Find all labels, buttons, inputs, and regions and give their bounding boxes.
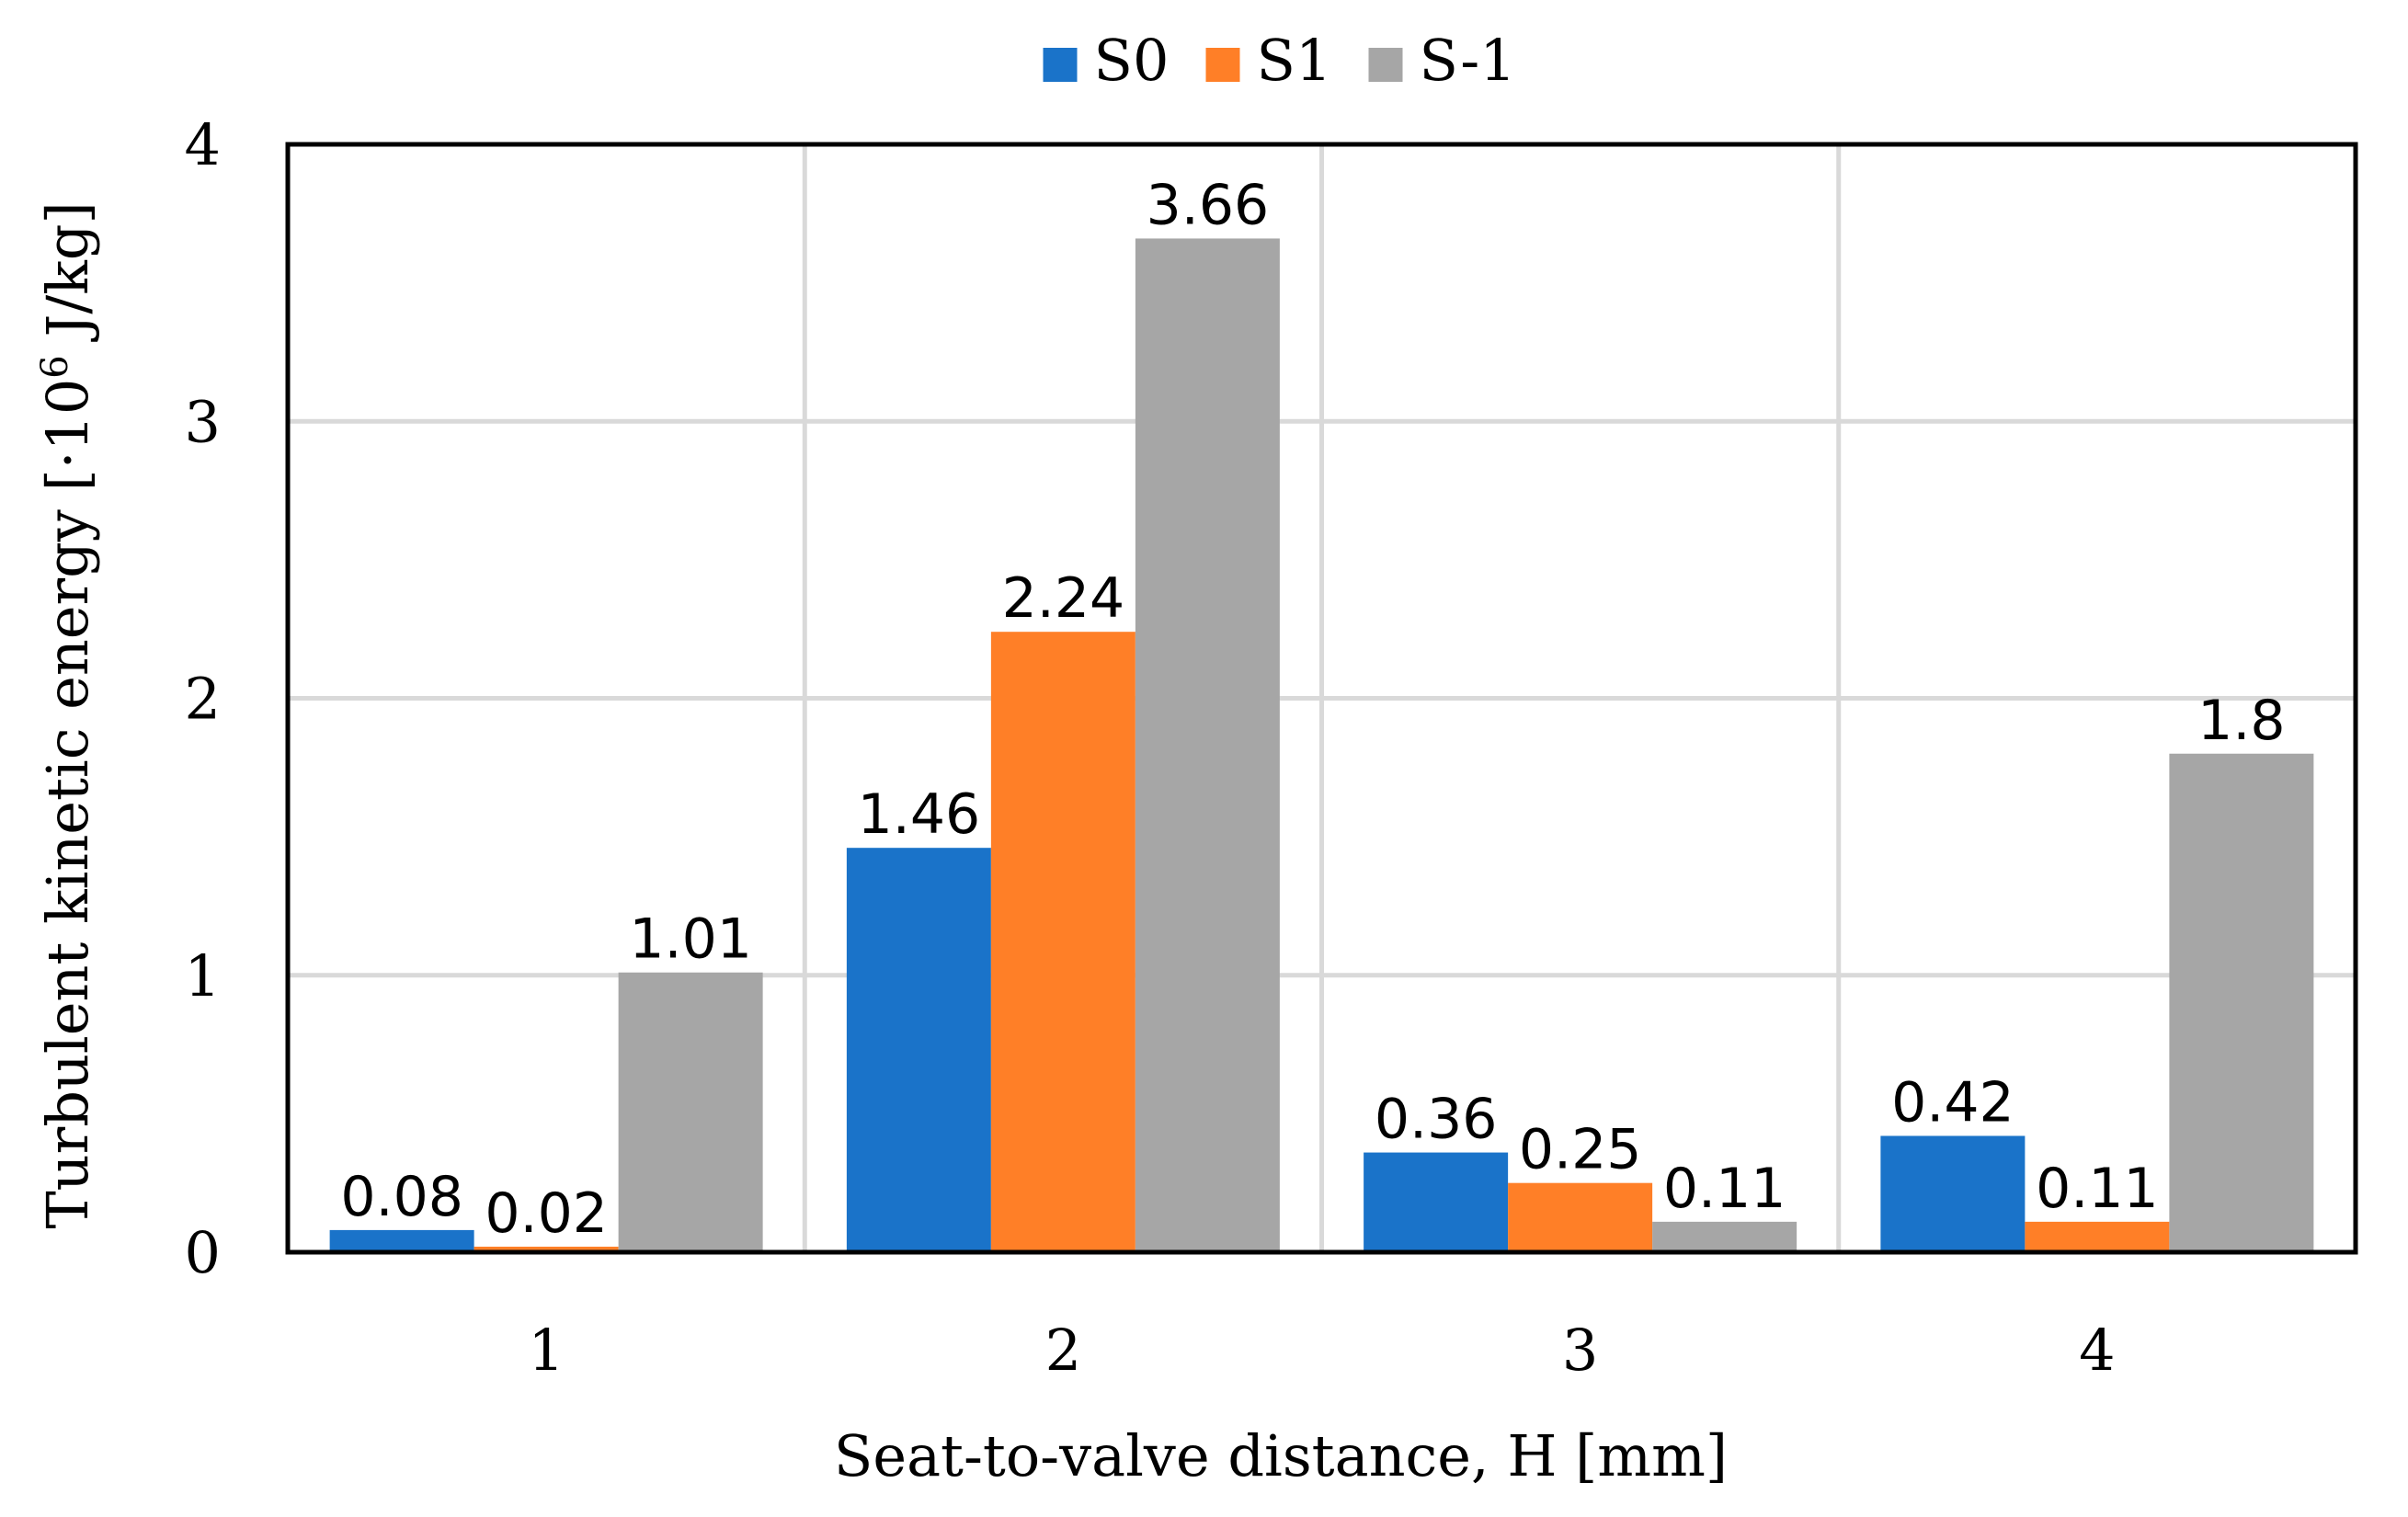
bar-s-1-h3 <box>1652 1221 1797 1252</box>
bar-s-1-h2 <box>1135 238 1280 1252</box>
grid-lines <box>288 144 2356 1252</box>
y-tick-label: 3 <box>185 388 221 455</box>
bars <box>329 238 2314 1252</box>
bar-s-1-h4 <box>2169 753 2314 1252</box>
data-labels: 0.08 0.02 1.01 1.46 2.24 3.66 0.36 0.25 0.11 0.42… <box>340 173 2285 1246</box>
y-tick-label: 1 <box>185 942 221 1009</box>
legend[interactable]: S0 S1 S-1 <box>1043 27 1516 94</box>
legend-label: S-1 <box>1420 27 1516 94</box>
legend-item-s0[interactable]: S0 <box>1043 27 1170 94</box>
data-label-s1-h4: 0.11 <box>2036 1157 2159 1221</box>
data-label-s1-h1: 0.02 <box>485 1181 608 1246</box>
legend-label: S1 <box>1257 27 1332 94</box>
bar-s0-h2 <box>846 848 991 1252</box>
legend-swatch <box>1205 48 1240 82</box>
bar-s-1-h1 <box>618 972 763 1252</box>
x-tick-label: 4 <box>2079 1317 2115 1384</box>
legend-item-s1[interactable]: S1 <box>1205 27 1332 94</box>
bar-s0-h3 <box>1364 1152 1509 1252</box>
data-label-s-1-h3: 0.11 <box>1663 1157 1786 1221</box>
plot-frame <box>285 142 2358 1255</box>
x-tick-label: 2 <box>1045 1317 1081 1384</box>
legend-swatch <box>1043 48 1078 82</box>
bar-s1-h3 <box>1508 1182 1653 1252</box>
data-label-s1-h3: 0.25 <box>1519 1118 1642 1182</box>
x-axis-label: Seat-to-valve distance, H [mm] <box>834 1422 1728 1489</box>
bar-s1-h4 <box>2025 1221 2170 1252</box>
data-label-s-1-h2: 3.66 <box>1147 173 1270 237</box>
data-label-s-1-h4: 1.8 <box>2197 689 2285 753</box>
data-label-s1-h2: 2.24 <box>1002 566 1125 631</box>
data-label-s-1-h1: 1.01 <box>629 907 752 972</box>
legend-item-s-1[interactable]: S-1 <box>1368 27 1516 94</box>
bar-s0-h1 <box>329 1229 474 1252</box>
legend-label: S0 <box>1094 27 1170 94</box>
bar-s1-h2 <box>990 632 1136 1252</box>
legend-swatch <box>1368 48 1403 82</box>
data-label-s0-h1: 0.08 <box>340 1165 463 1229</box>
x-axis-ticks: 1 2 3 4 <box>528 1317 2115 1384</box>
y-axis-label: Turbulent kinetic energy [·106 J/kg] <box>34 201 101 1228</box>
x-tick-label: 3 <box>1562 1317 1598 1384</box>
data-label-s0-h4: 0.42 <box>1891 1070 2014 1135</box>
y-axis-ticks: 0 1 2 3 4 <box>185 111 221 1286</box>
y-tick-label: 4 <box>185 111 221 178</box>
bar-s1-h1 <box>474 1246 619 1252</box>
data-label-s0-h3: 0.36 <box>1375 1088 1498 1152</box>
bar-s0-h4 <box>1880 1135 2026 1252</box>
x-tick-label: 1 <box>528 1317 564 1384</box>
y-tick-label: 2 <box>185 666 221 733</box>
y-tick-label: 0 <box>185 1219 221 1286</box>
data-label-s0-h2: 1.46 <box>858 782 981 847</box>
